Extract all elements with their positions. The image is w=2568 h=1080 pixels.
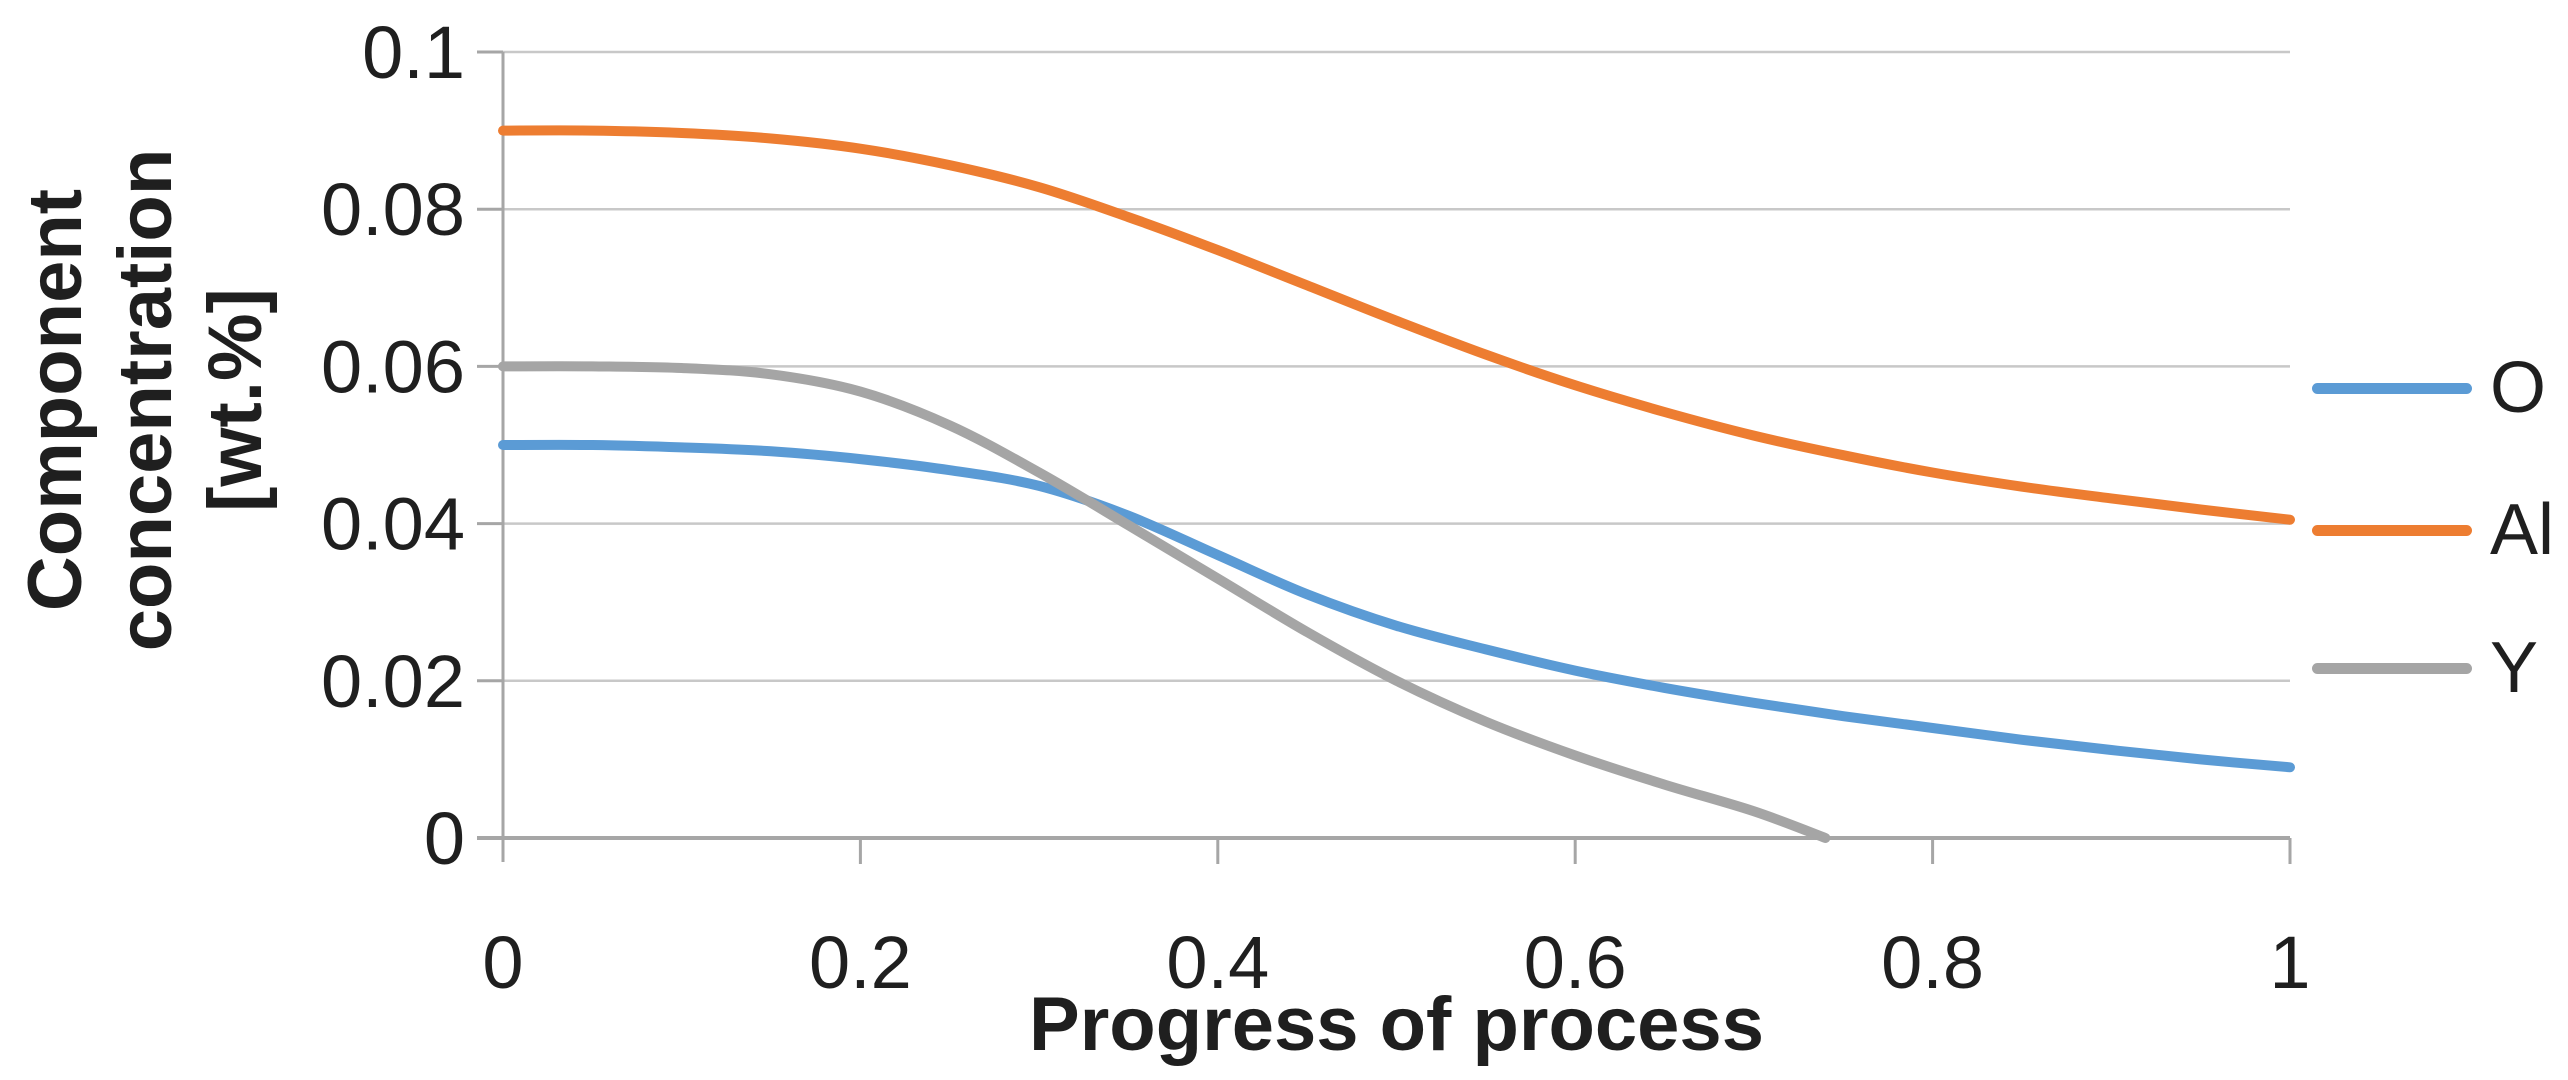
x-tick-label-1: 1 — [2269, 921, 2310, 1004]
legend-item-Y: Y — [2312, 628, 2538, 708]
y-axis-title-line-1: Component — [13, 188, 98, 612]
y-tick-label-0.04: 0.04 — [321, 483, 465, 566]
y-tick-label-0.02: 0.02 — [321, 640, 465, 723]
x-tick-label-0.2: 0.2 — [809, 921, 912, 1004]
x-axis-title: Progress of process — [1029, 982, 1764, 1067]
legend-swatch-O — [2312, 382, 2472, 394]
legend-swatch-Y — [2312, 662, 2472, 674]
x-tick-label-0.8: 0.8 — [1881, 921, 1984, 1004]
y-tick-label-0: 0 — [424, 797, 465, 880]
legend-label-O: O — [2490, 348, 2547, 428]
legend-label-Al: Al — [2490, 490, 2555, 570]
x-tick-label-0.6: 0.6 — [1524, 921, 1627, 1004]
y-tick-label-0.06: 0.06 — [321, 325, 465, 408]
series-Y-line — [498, 361, 1831, 843]
y-axis-title: Component concentration [wt.%] — [11, 0, 281, 810]
y-axis-title-line-3: [wt.%] — [193, 288, 278, 512]
y-tick-label-0.08: 0.08 — [321, 168, 465, 251]
legend-label-Y: Y — [2490, 628, 2539, 708]
y-tick-label-0.1: 0.1 — [362, 11, 465, 94]
legend-item-O: O — [2312, 348, 2546, 428]
y-axis-title-line-2: concentration — [103, 148, 188, 652]
series-Al-line — [498, 125, 2295, 525]
legend-item-Al: Al — [2312, 490, 2554, 570]
legend-swatch-Al — [2312, 524, 2472, 536]
series-O-line — [498, 439, 2295, 773]
x-tick-label-0.4: 0.4 — [1166, 921, 1269, 1004]
x-tick-label-0: 0 — [482, 921, 523, 1004]
